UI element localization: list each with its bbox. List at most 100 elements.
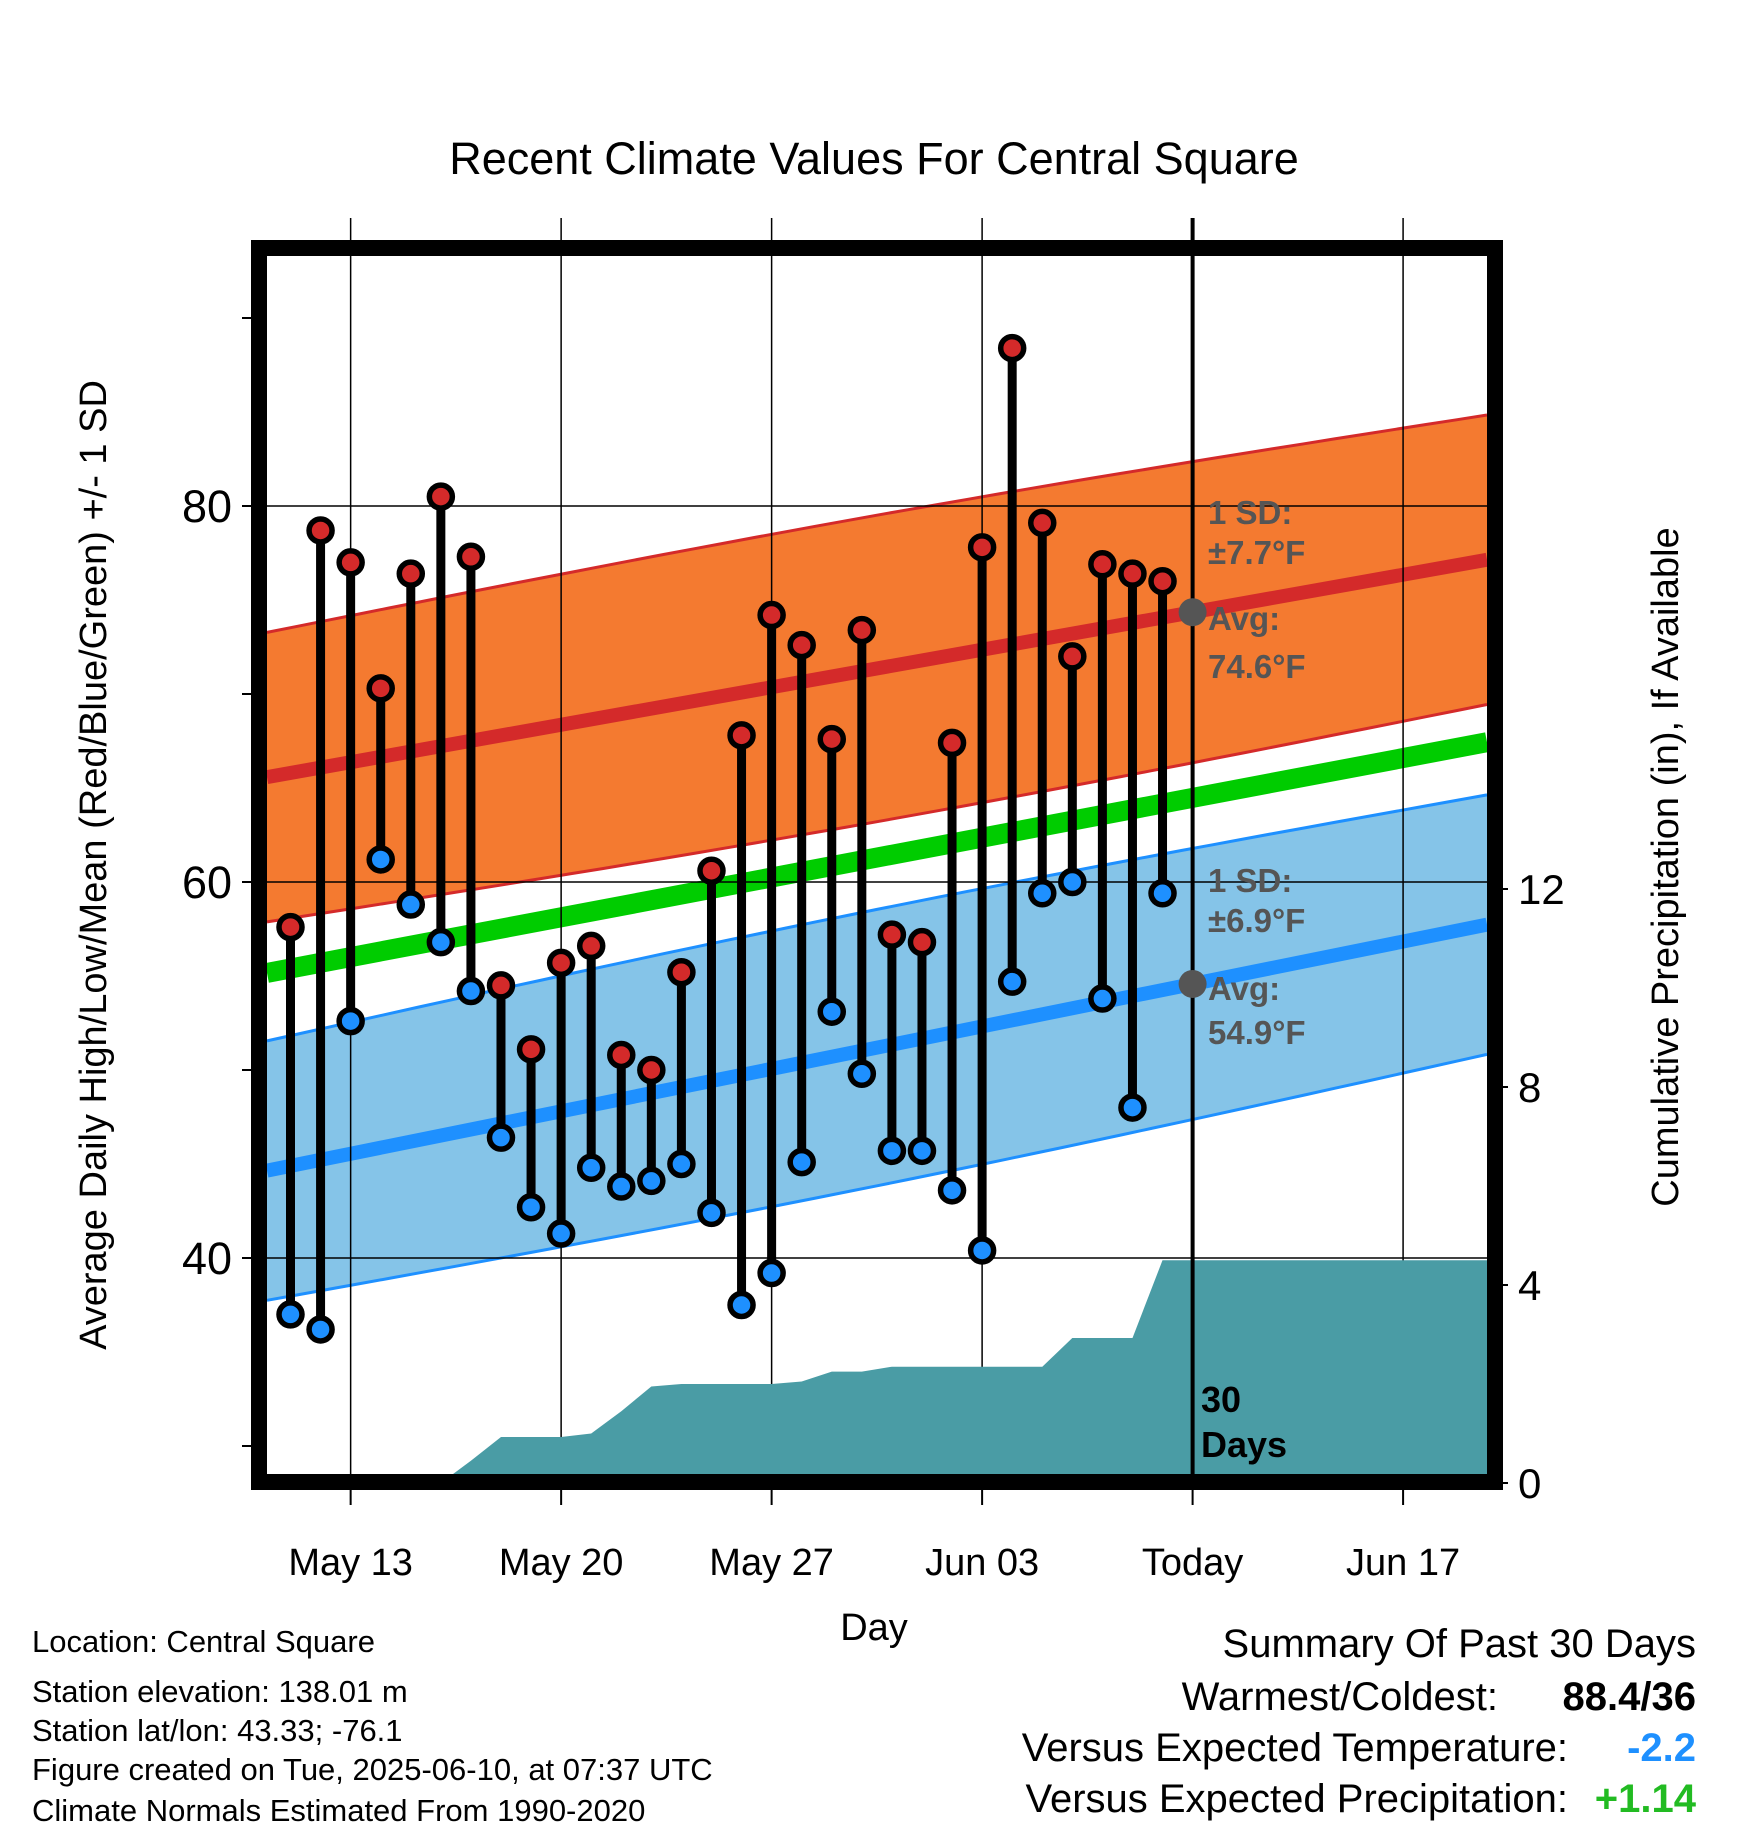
y2-tick-label: 12: [1518, 866, 1565, 913]
x-tick-label: May 27: [709, 1542, 834, 1584]
y2-tick-label: 0: [1518, 1460, 1541, 1507]
x-tick-label: May 20: [499, 1542, 624, 1584]
temp-anomaly-label: Versus Expected Temperature:: [1021, 1726, 1568, 1770]
low-temp-point: [276, 1300, 305, 1329]
axes: 80 60 40 0 4 8 12 May 13 May 20 May 27 Jun 03 Today…: [182, 317, 1565, 1584]
high-temp-point: [546, 948, 576, 978]
low-temp-point: [336, 1006, 365, 1036]
high-temp-point: [456, 542, 486, 572]
low-temp-point: [607, 1172, 636, 1201]
low-temp-point: [667, 1149, 696, 1179]
low-temp-point: [907, 1136, 937, 1166]
high-temp-point: [997, 333, 1027, 363]
normal-low-line: [265, 917, 1489, 1178]
low-temp-point: [516, 1192, 546, 1222]
daily-temp-bars: [276, 333, 1177, 1344]
low-temp-point: [937, 1176, 967, 1205]
today-marker: [1178, 218, 1207, 1474]
precip-area: [440, 1260, 1488, 1483]
high-avg-label: Avg:: [1208, 600, 1280, 637]
low-temp-point: [1118, 1093, 1147, 1122]
window-label-count: 30: [1201, 1379, 1241, 1420]
high-temp-point: [486, 971, 516, 1000]
window-label-unit: Days: [1201, 1424, 1287, 1465]
y-tick-label: 60: [182, 857, 232, 908]
normal-high-today-dot: [1178, 598, 1207, 627]
high-temp-point: [667, 957, 696, 987]
high-temp-point: [637, 1055, 666, 1085]
low-temp-point: [546, 1219, 576, 1248]
high-temp-point: [396, 559, 426, 588]
low-temp-point: [426, 927, 456, 957]
x-axis-label: Day: [840, 1607, 908, 1649]
high-temp-point: [1088, 550, 1117, 579]
high-temp-point: [787, 630, 816, 660]
high-temp-point: [366, 674, 395, 703]
low-sd-label: 1 SD:: [1208, 862, 1292, 899]
location-text: Location: Central Square: [32, 1624, 375, 1659]
y-axis-label: Average Daily High/Low/Mean (Red/Blue/Gr…: [73, 380, 115, 1350]
high-sd-label: 1 SD:: [1208, 494, 1292, 531]
high-avg-value: 74.6°F: [1208, 648, 1306, 685]
y2-tick-label: 4: [1518, 1262, 1541, 1309]
high-temp-point: [1028, 508, 1057, 538]
low-temp-point: [967, 1236, 997, 1265]
plot-frame: [251, 240, 1503, 1490]
low-temp-point: [456, 976, 486, 1006]
warm-cold-label: Warmest/Coldest:: [1181, 1675, 1498, 1719]
y2-tick-label: 8: [1518, 1064, 1541, 1111]
high-temp-point: [877, 920, 907, 949]
y-tick-label: 80: [182, 481, 232, 532]
y2-axis-label: Cumulative Precipitation (in), If Availa…: [1645, 527, 1687, 1206]
precip-anomaly-label: Versus Expected Precipitation:: [1025, 1777, 1568, 1821]
high-temp-point: [697, 856, 726, 885]
summary-heading: Summary Of Past 30 Days: [1222, 1622, 1696, 1666]
normal-low-today-dot: [1178, 969, 1207, 998]
temp-anomaly-value: -2.2: [1627, 1726, 1696, 1770]
x-tick-label: Jun 17: [1346, 1542, 1460, 1584]
low-temp-point: [1088, 984, 1117, 1013]
low-temp-point: [757, 1258, 786, 1288]
high-temp-point: [937, 728, 967, 758]
high-temp-point: [907, 927, 937, 957]
elevation-text: Station elevation: 138.01 m: [32, 1674, 408, 1709]
low-temp-point: [1058, 867, 1087, 897]
high-temp-point: [727, 721, 756, 750]
low-temp-point: [637, 1166, 666, 1196]
low-temp-point: [1028, 879, 1057, 908]
low-sd-band-lower-edge: [266, 1052, 1488, 1302]
low-temp-point: [997, 967, 1027, 996]
chart-title: Recent Climate Values For Central Square: [449, 133, 1299, 184]
precip-anomaly-value: +1.14: [1594, 1777, 1696, 1821]
low-sd-value: ±6.9°F: [1208, 902, 1305, 939]
low-avg-label: Avg:: [1208, 970, 1280, 1007]
y-tick-label: 40: [182, 1233, 232, 1284]
high-temp-point: [1118, 559, 1147, 588]
high-temp-point: [516, 1035, 546, 1064]
x-tick-label: May 13: [288, 1542, 413, 1584]
low-temp-point: [817, 997, 847, 1026]
high-temp-point: [967, 533, 997, 562]
low-temp-point: [697, 1198, 726, 1228]
normal-bands: [265, 413, 1489, 1302]
high-temp-point: [426, 482, 456, 511]
high-temp-point: [336, 548, 365, 577]
x-tick-label: Today: [1142, 1542, 1243, 1584]
low-temp-point: [576, 1153, 606, 1183]
high-temp-point: [757, 600, 786, 630]
high-temp-point: [607, 1040, 636, 1070]
high-sd-value: ±7.7°F: [1208, 534, 1305, 571]
high-temp-point: [1058, 642, 1087, 671]
latlon-text: Station lat/lon: 43.33; -76.1: [32, 1713, 403, 1748]
low-temp-point: [877, 1136, 907, 1166]
high-temp-point: [306, 516, 335, 545]
low-avg-value: 54.9°F: [1208, 1014, 1306, 1051]
precip-cumulative-area: [440, 1260, 1488, 1483]
high-temp-point: [847, 615, 877, 645]
high-temp-point: [817, 724, 847, 754]
created-text: Figure created on Tue, 2025-06-10, at 07…: [32, 1752, 713, 1787]
low-temp-point: [1148, 879, 1177, 908]
high-temp-point: [576, 931, 606, 961]
